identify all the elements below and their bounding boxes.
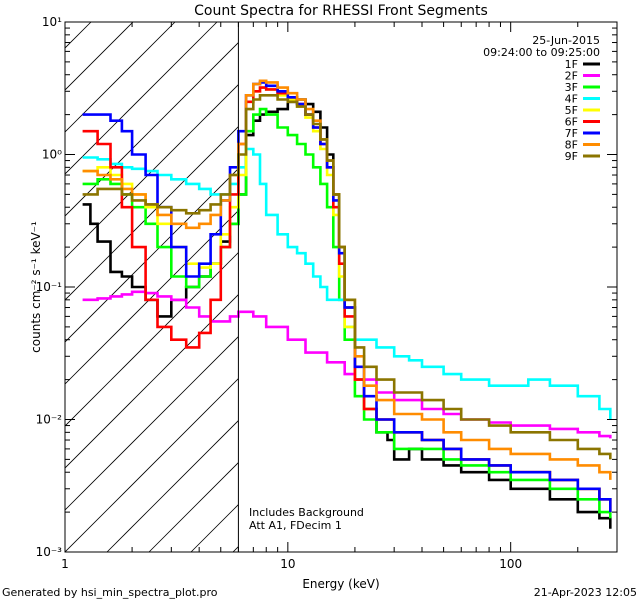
note-attenuator: Att A1, FDecim 1 — [249, 519, 342, 532]
hatch-line — [106, 420, 239, 552]
footer-timestamp: 21-Apr-2023 12:05 — [534, 586, 637, 599]
hatch-line — [65, 252, 239, 427]
legend-label-6F: 6F — [565, 116, 578, 129]
hatch-line — [65, 22, 218, 175]
x-tick-label: 1 — [61, 557, 69, 571]
footer-generator: Generated by hsi_min_spectra_plot.pro — [2, 586, 218, 599]
y-axis-label: counts cm⁻² s⁻¹ keV⁻¹ — [29, 221, 43, 353]
legend-label-4F: 4F — [565, 93, 578, 106]
legend-label-1F: 1F — [565, 58, 578, 71]
hatch-line — [275, 22, 640, 552]
hatch-line — [65, 168, 239, 343]
hatch-line — [65, 294, 239, 469]
hatch-line — [65, 22, 176, 133]
hatched-region — [65, 22, 640, 552]
series-line-7F — [82, 81, 612, 513]
legend-label-3F: 3F — [565, 81, 578, 94]
series-line-8F — [82, 79, 612, 480]
x-tick-label: 100 — [499, 557, 522, 571]
hatch-line — [65, 126, 239, 301]
y-tick-label: 10⁰ — [42, 148, 62, 162]
date-label: 25-Jun-2015 — [532, 34, 600, 47]
y-tick-label: 10⁻² — [36, 413, 63, 427]
x-axis-label: Energy (keV) — [302, 577, 379, 591]
note-background: Includes Background — [249, 506, 364, 519]
legend-label-8F: 8F — [565, 139, 578, 152]
chart-title: Count Spectra for RHESSI Front Segments — [194, 3, 488, 19]
series-line-2F — [82, 290, 612, 439]
series-line-9F — [82, 94, 612, 460]
hatch-line — [65, 84, 239, 259]
legend-label-5F: 5F — [565, 104, 578, 117]
series-line-1F — [82, 98, 612, 529]
time-range-label: 09:24:00 to 09:25:00 — [483, 46, 600, 59]
legend-label-2F: 2F — [565, 70, 578, 83]
hatch-line — [65, 336, 239, 511]
x-tick-label: 10 — [280, 557, 295, 571]
y-tick-label: 10¹ — [42, 15, 62, 29]
legend-label-7F: 7F — [565, 127, 578, 140]
hatch-line — [148, 462, 239, 552]
hatch-line — [65, 210, 239, 385]
legend-label-9F: 9F — [565, 150, 578, 163]
series-line-4F — [82, 147, 612, 420]
series-line-3F — [82, 107, 612, 519]
y-tick-label: 10⁻¹ — [36, 280, 63, 294]
hatch-line — [65, 378, 239, 552]
y-tick-label: 10⁻³ — [36, 545, 63, 559]
hatch-line — [65, 42, 239, 217]
